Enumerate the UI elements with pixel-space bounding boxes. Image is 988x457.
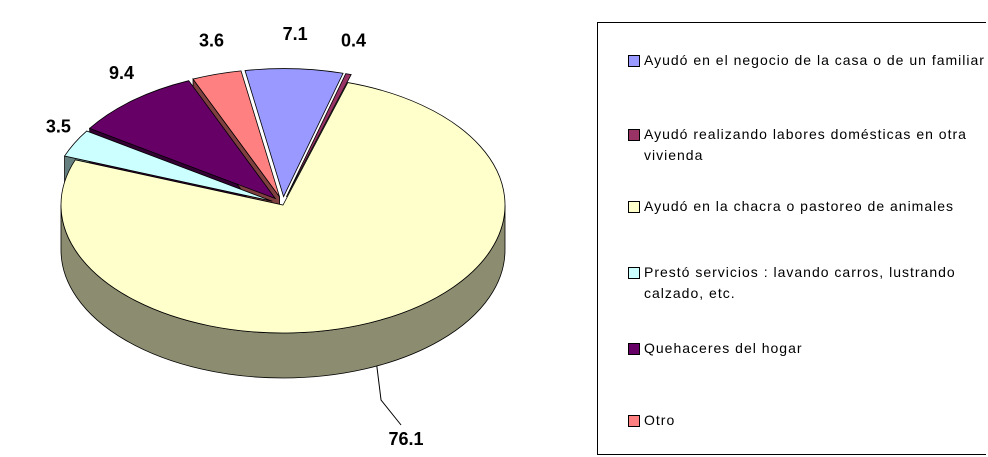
slice — [88, 80, 277, 200]
legend-label: Quehaceres del hogar — [644, 340, 803, 356]
data-label: 7.1 — [283, 24, 308, 44]
data-label: 3.5 — [46, 117, 71, 137]
legend-item: Ayudó en el negocio de la casa o de un f… — [628, 50, 988, 71]
data-label: 9.4 — [109, 63, 134, 83]
legend-item: Otro — [628, 410, 988, 431]
slice — [192, 70, 280, 198]
slice — [285, 73, 352, 198]
legend-swatch — [628, 55, 640, 67]
legend-label: Ayudó en el negocio de la casa o de un f… — [644, 52, 985, 68]
slice — [244, 68, 344, 198]
legend-item: Prestó servicios : lavando carros, lustr… — [628, 262, 988, 304]
legend-swatch — [628, 129, 640, 141]
legend-label: Ayudó en la chacra o pastoreo de animale… — [644, 198, 955, 214]
data-label: 3.6 — [199, 31, 224, 51]
data-label: 0.4 — [341, 31, 366, 51]
legend-swatch — [628, 267, 640, 279]
legend-item: Ayudó realizando labores domésticas en o… — [628, 124, 988, 166]
legend-label: Ayudó realizando labores domésticas en o… — [644, 126, 967, 163]
legend-item: Ayudó en la chacra o pastoreo de animale… — [628, 196, 988, 217]
legend-label: Otro — [644, 412, 676, 428]
legend: Ayudó en el negocio de la casa o de un f… — [597, 22, 986, 455]
leader-line — [376, 365, 402, 426]
legend-swatch — [628, 201, 640, 213]
legend-swatch — [628, 343, 640, 355]
legend-label: Prestó servicios : lavando carros, lustr… — [644, 264, 956, 301]
legend-swatch — [628, 415, 640, 427]
data-label: 76.1 — [389, 429, 424, 449]
slice — [60, 82, 506, 334]
legend-item: Quehaceres del hogar — [628, 338, 988, 359]
slice — [63, 130, 273, 202]
